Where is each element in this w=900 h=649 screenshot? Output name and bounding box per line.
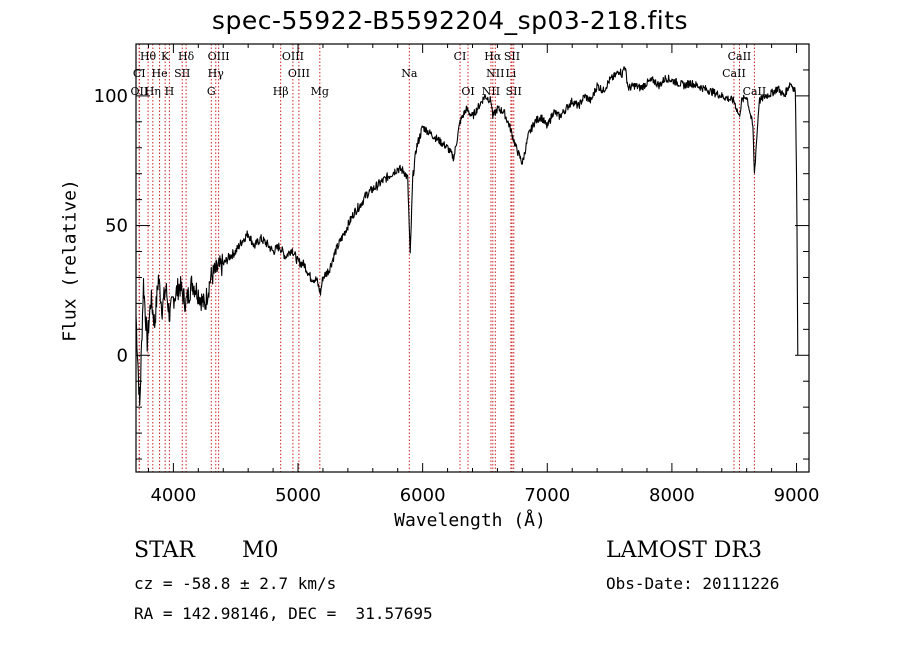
object-class: STAR [134,538,195,563]
y-tick-label: 0 [117,345,128,366]
marker-label: SII [504,50,520,63]
marker-label: CaII [743,85,767,98]
coordinates: RA = 142.98146, DEC = 31.57695 [134,604,433,623]
marker-label: CaII [728,50,752,63]
marker-label: He [152,67,168,80]
x-tick-label: 5000 [275,485,321,506]
marker-label: H [165,85,175,98]
marker-label: NII [486,67,504,80]
marker-label: Hα [484,50,502,63]
survey-name: LAMOST DR3 [606,538,762,563]
marker-label: OI [461,85,474,98]
marker-label: Li [505,67,516,80]
x-tick-label: 9000 [774,485,820,506]
x-tick-label: 8000 [649,485,695,506]
marker-label: OIII [288,67,310,80]
marker-label: Hγ [208,67,225,80]
marker-label: Hδ [178,50,195,63]
marker-label: OII [131,85,149,98]
marker-label: CI [133,67,146,80]
redshift-info: cz = -58.8 ± 2.7 km/s [134,574,337,593]
marker-label: CaII [722,67,746,80]
plot-frame [135,43,810,473]
y-tick-label: 100 [94,86,128,107]
x-axis-label: Wavelength (Å) [394,510,546,531]
marker-label: Hη [145,85,161,98]
marker-label: OIII [282,50,304,63]
marker-label: Mg [311,85,329,98]
axis-ticks-layer: 4000 5000 6000 7000 8000 9000 0 50 100 [94,43,820,506]
x-tick-label: 6000 [400,485,446,506]
chart-title: spec-55922-B5592204_sp03-218.fits [211,6,689,35]
marker-label: SII [506,85,522,98]
marker-label: OIII [208,50,230,63]
marker-label: Na [401,67,418,80]
y-tick-label: 50 [105,216,128,237]
marker-label: NII [482,85,500,98]
marker-label: K [161,50,170,63]
marker-label: Hβ [273,85,289,98]
marker-label: Hθ [140,50,157,63]
spectrum-line [135,66,799,406]
x-tick-label: 7000 [524,485,570,506]
y-axis-label: Flux (relative) [59,179,81,342]
line-markers-layer [138,44,755,472]
x-tick-label: 4000 [150,485,196,506]
marker-label: SII [174,67,190,80]
marker-label: CI [454,50,467,63]
marker-label: G [207,85,216,98]
object-subclass: M0 [242,538,279,563]
obs-date: Obs-Date: 20111226 [606,574,780,593]
